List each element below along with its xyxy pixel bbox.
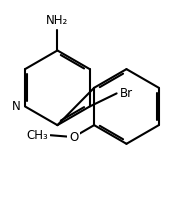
Text: NH₂: NH₂	[46, 14, 68, 27]
Text: O: O	[69, 131, 78, 144]
Text: N: N	[12, 100, 21, 113]
Text: CH₃: CH₃	[27, 129, 49, 142]
Text: Br: Br	[120, 87, 133, 100]
